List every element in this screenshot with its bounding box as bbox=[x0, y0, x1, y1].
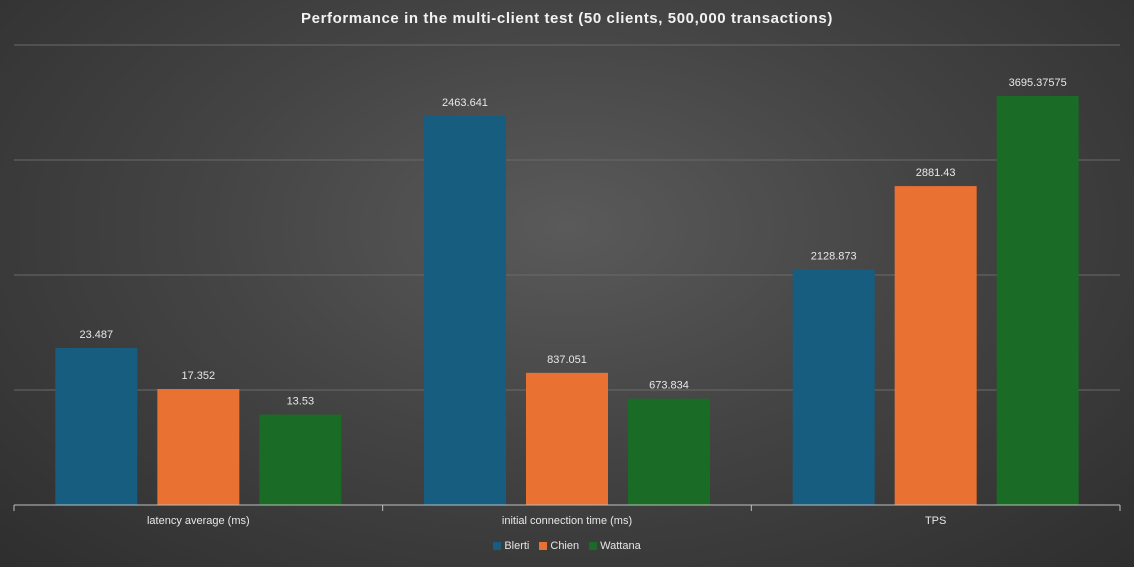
legend-label: Wattana bbox=[600, 540, 641, 552]
legend-item-wattana: Wattana bbox=[589, 540, 641, 552]
data-label: 3695.37575 bbox=[1009, 77, 1067, 89]
bar-chien-1 bbox=[526, 372, 608, 505]
legend-swatch bbox=[539, 542, 548, 550]
bar-wattana-2 bbox=[996, 96, 1079, 505]
legend-label: Blerti bbox=[504, 540, 530, 552]
category-label: latency average (ms) bbox=[147, 515, 250, 527]
data-label: 673.834 bbox=[649, 380, 689, 392]
data-label: 2881.43 bbox=[916, 167, 956, 179]
legend-item-blerti: Blerti bbox=[493, 540, 529, 552]
legend: Blerti Chien Wattana bbox=[0, 540, 1134, 552]
bar-blerti-0 bbox=[55, 348, 138, 505]
bar-chien-0 bbox=[157, 389, 240, 505]
category-label: initial connection time (ms) bbox=[502, 515, 632, 527]
legend-swatch bbox=[589, 542, 598, 550]
data-label: 17.352 bbox=[182, 370, 216, 382]
bar-chien-2 bbox=[894, 186, 977, 505]
bar-wattana-0 bbox=[259, 414, 342, 505]
legend-item-chien: Chien bbox=[539, 540, 579, 552]
bar-blerti-1 bbox=[424, 116, 506, 505]
data-label: 2128.873 bbox=[811, 250, 857, 262]
bar-wattana-1 bbox=[628, 398, 710, 505]
data-label: 837.051 bbox=[547, 354, 587, 366]
category-label: TPS bbox=[925, 515, 946, 527]
data-label: 23.487 bbox=[80, 329, 114, 341]
legend-label: Chien bbox=[550, 540, 580, 552]
bar-blerti-2 bbox=[792, 269, 875, 505]
data-label: 2463.641 bbox=[442, 97, 488, 109]
legend-swatch bbox=[493, 542, 502, 550]
data-label: 13.53 bbox=[287, 396, 315, 408]
chart-title: Performance in the multi-client test (50… bbox=[301, 10, 833, 27]
